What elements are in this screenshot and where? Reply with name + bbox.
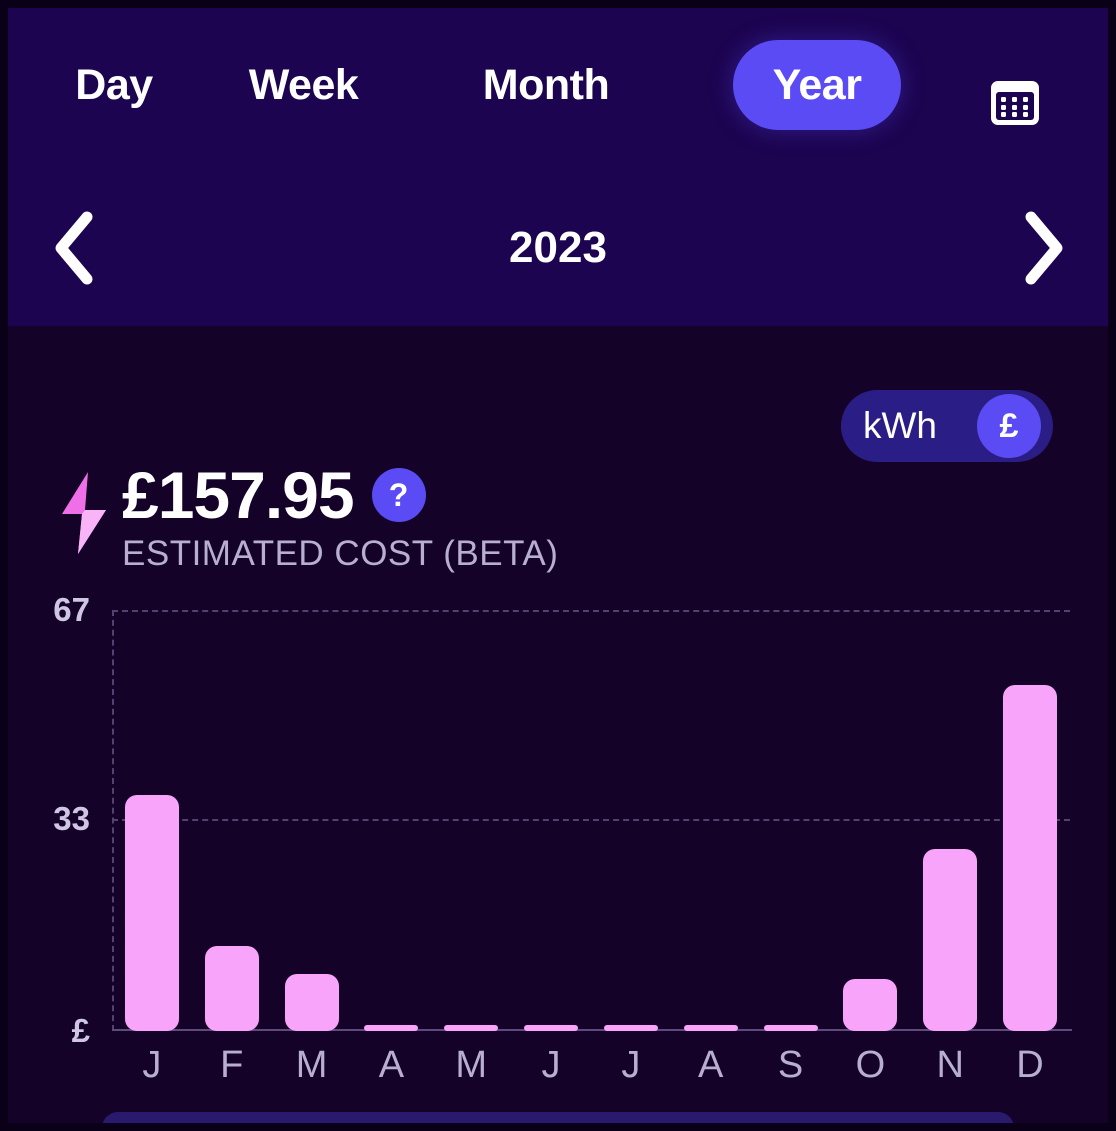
bar[interactable] [444, 1025, 499, 1031]
bar[interactable] [524, 1025, 579, 1031]
chart-bar-august[interactable] [671, 610, 751, 1031]
bar[interactable] [284, 974, 339, 1031]
bar[interactable] [763, 1025, 818, 1031]
bar[interactable] [843, 978, 898, 1031]
x-axis-tick-september: S [777, 1044, 804, 1086]
estimated-cost-block: £157.95 ? ESTIMATED COST (BETA) [122, 462, 558, 574]
bar[interactable] [204, 946, 259, 1031]
y-axis-tick-mid: 33 [53, 800, 90, 837]
chart-gridline-mid [112, 819, 1070, 821]
x-axis-tick-march: M [295, 1044, 328, 1086]
chart-bar-december[interactable] [990, 610, 1070, 1031]
bar[interactable] [124, 795, 179, 1031]
unit-toggle[interactable]: kWh £ [841, 390, 1053, 462]
usage-bar-chart [112, 610, 1072, 1031]
chart-bar-july[interactable] [591, 610, 671, 1031]
calendar-picker-button[interactable] [980, 68, 1050, 138]
bottom-sheet-peek[interactable] [102, 1112, 1014, 1123]
chart-y-axis: 67 33 £ [8, 591, 108, 1049]
header: Day Week Month Year [8, 8, 1108, 326]
x-axis-tick-december: D [1016, 1044, 1044, 1086]
x-axis-tick-august: A [698, 1044, 724, 1086]
chart-bar-march[interactable] [272, 610, 352, 1031]
chart-bar-february[interactable] [192, 610, 272, 1031]
x-axis-tick-july: J [621, 1044, 641, 1086]
x-axis-tick-april: A [378, 1044, 405, 1086]
chart-bar-january[interactable] [112, 610, 192, 1031]
tab-day-label: Day [75, 60, 153, 109]
tab-day[interactable]: Day [44, 40, 184, 130]
tab-year[interactable]: Year [733, 40, 901, 130]
x-axis-tick-november: N [936, 1044, 964, 1086]
estimated-cost-row: £157.95 ? [122, 462, 558, 528]
x-axis-tick-may: M [455, 1044, 488, 1086]
next-period-button[interactable] [988, 178, 1098, 318]
tab-month-label: Month [482, 60, 610, 109]
y-axis-tick-bottom: £ [71, 1012, 90, 1049]
chevron-left-icon [55, 211, 93, 285]
bar[interactable] [683, 1025, 738, 1031]
tab-week-label: Week [248, 60, 359, 109]
previous-period-button[interactable] [18, 178, 128, 318]
tab-year-label: Year [772, 60, 862, 109]
tab-month[interactable]: Month [446, 40, 646, 130]
usage-panel: kWh £ £157.95 ? ESTIMATED COST (BETA) 67… [8, 326, 1108, 1123]
chart-bar-november[interactable] [910, 610, 990, 1031]
period-tab-bar: Day Week Month Year [8, 26, 1108, 144]
lightning-bolt-icon [62, 472, 106, 554]
unit-toggle-kwh-option[interactable]: kWh [863, 405, 937, 446]
bar[interactable] [364, 1025, 419, 1031]
chart-baseline [112, 1029, 1072, 1031]
chevron-right-icon [1025, 211, 1063, 285]
y-axis-tick-top: 67 [53, 591, 90, 628]
help-icon[interactable]: ? [371, 468, 426, 522]
chart-bar-april[interactable] [351, 610, 431, 1031]
x-axis-tick-february: F [220, 1044, 244, 1086]
x-axis-tick-january: J [142, 1044, 162, 1086]
energy-usage-screen: Day Week Month Year [8, 8, 1108, 1123]
chart-bar-september[interactable] [751, 610, 831, 1031]
tab-week[interactable]: Week [216, 40, 391, 130]
period-label: 2023 [8, 178, 1108, 318]
chart-bars [112, 610, 1070, 1031]
x-axis-tick-june: J [541, 1044, 561, 1086]
chart-bar-october[interactable] [830, 610, 910, 1031]
estimated-cost-label: ESTIMATED COST (BETA) [122, 534, 559, 573]
chart-bar-may[interactable] [431, 610, 511, 1031]
chart-bar-june[interactable] [511, 610, 591, 1031]
estimated-cost-value: £157.95 [122, 458, 355, 532]
calendar-icon [991, 81, 1039, 125]
bar[interactable] [923, 848, 978, 1031]
bar[interactable] [603, 1025, 658, 1031]
period-navigator: 2023 [8, 178, 1108, 318]
period-label-text: 2023 [509, 223, 607, 272]
x-axis-tick-october: O [855, 1044, 886, 1086]
bar[interactable] [1003, 685, 1058, 1031]
unit-toggle-money-option[interactable]: £ [977, 394, 1041, 458]
